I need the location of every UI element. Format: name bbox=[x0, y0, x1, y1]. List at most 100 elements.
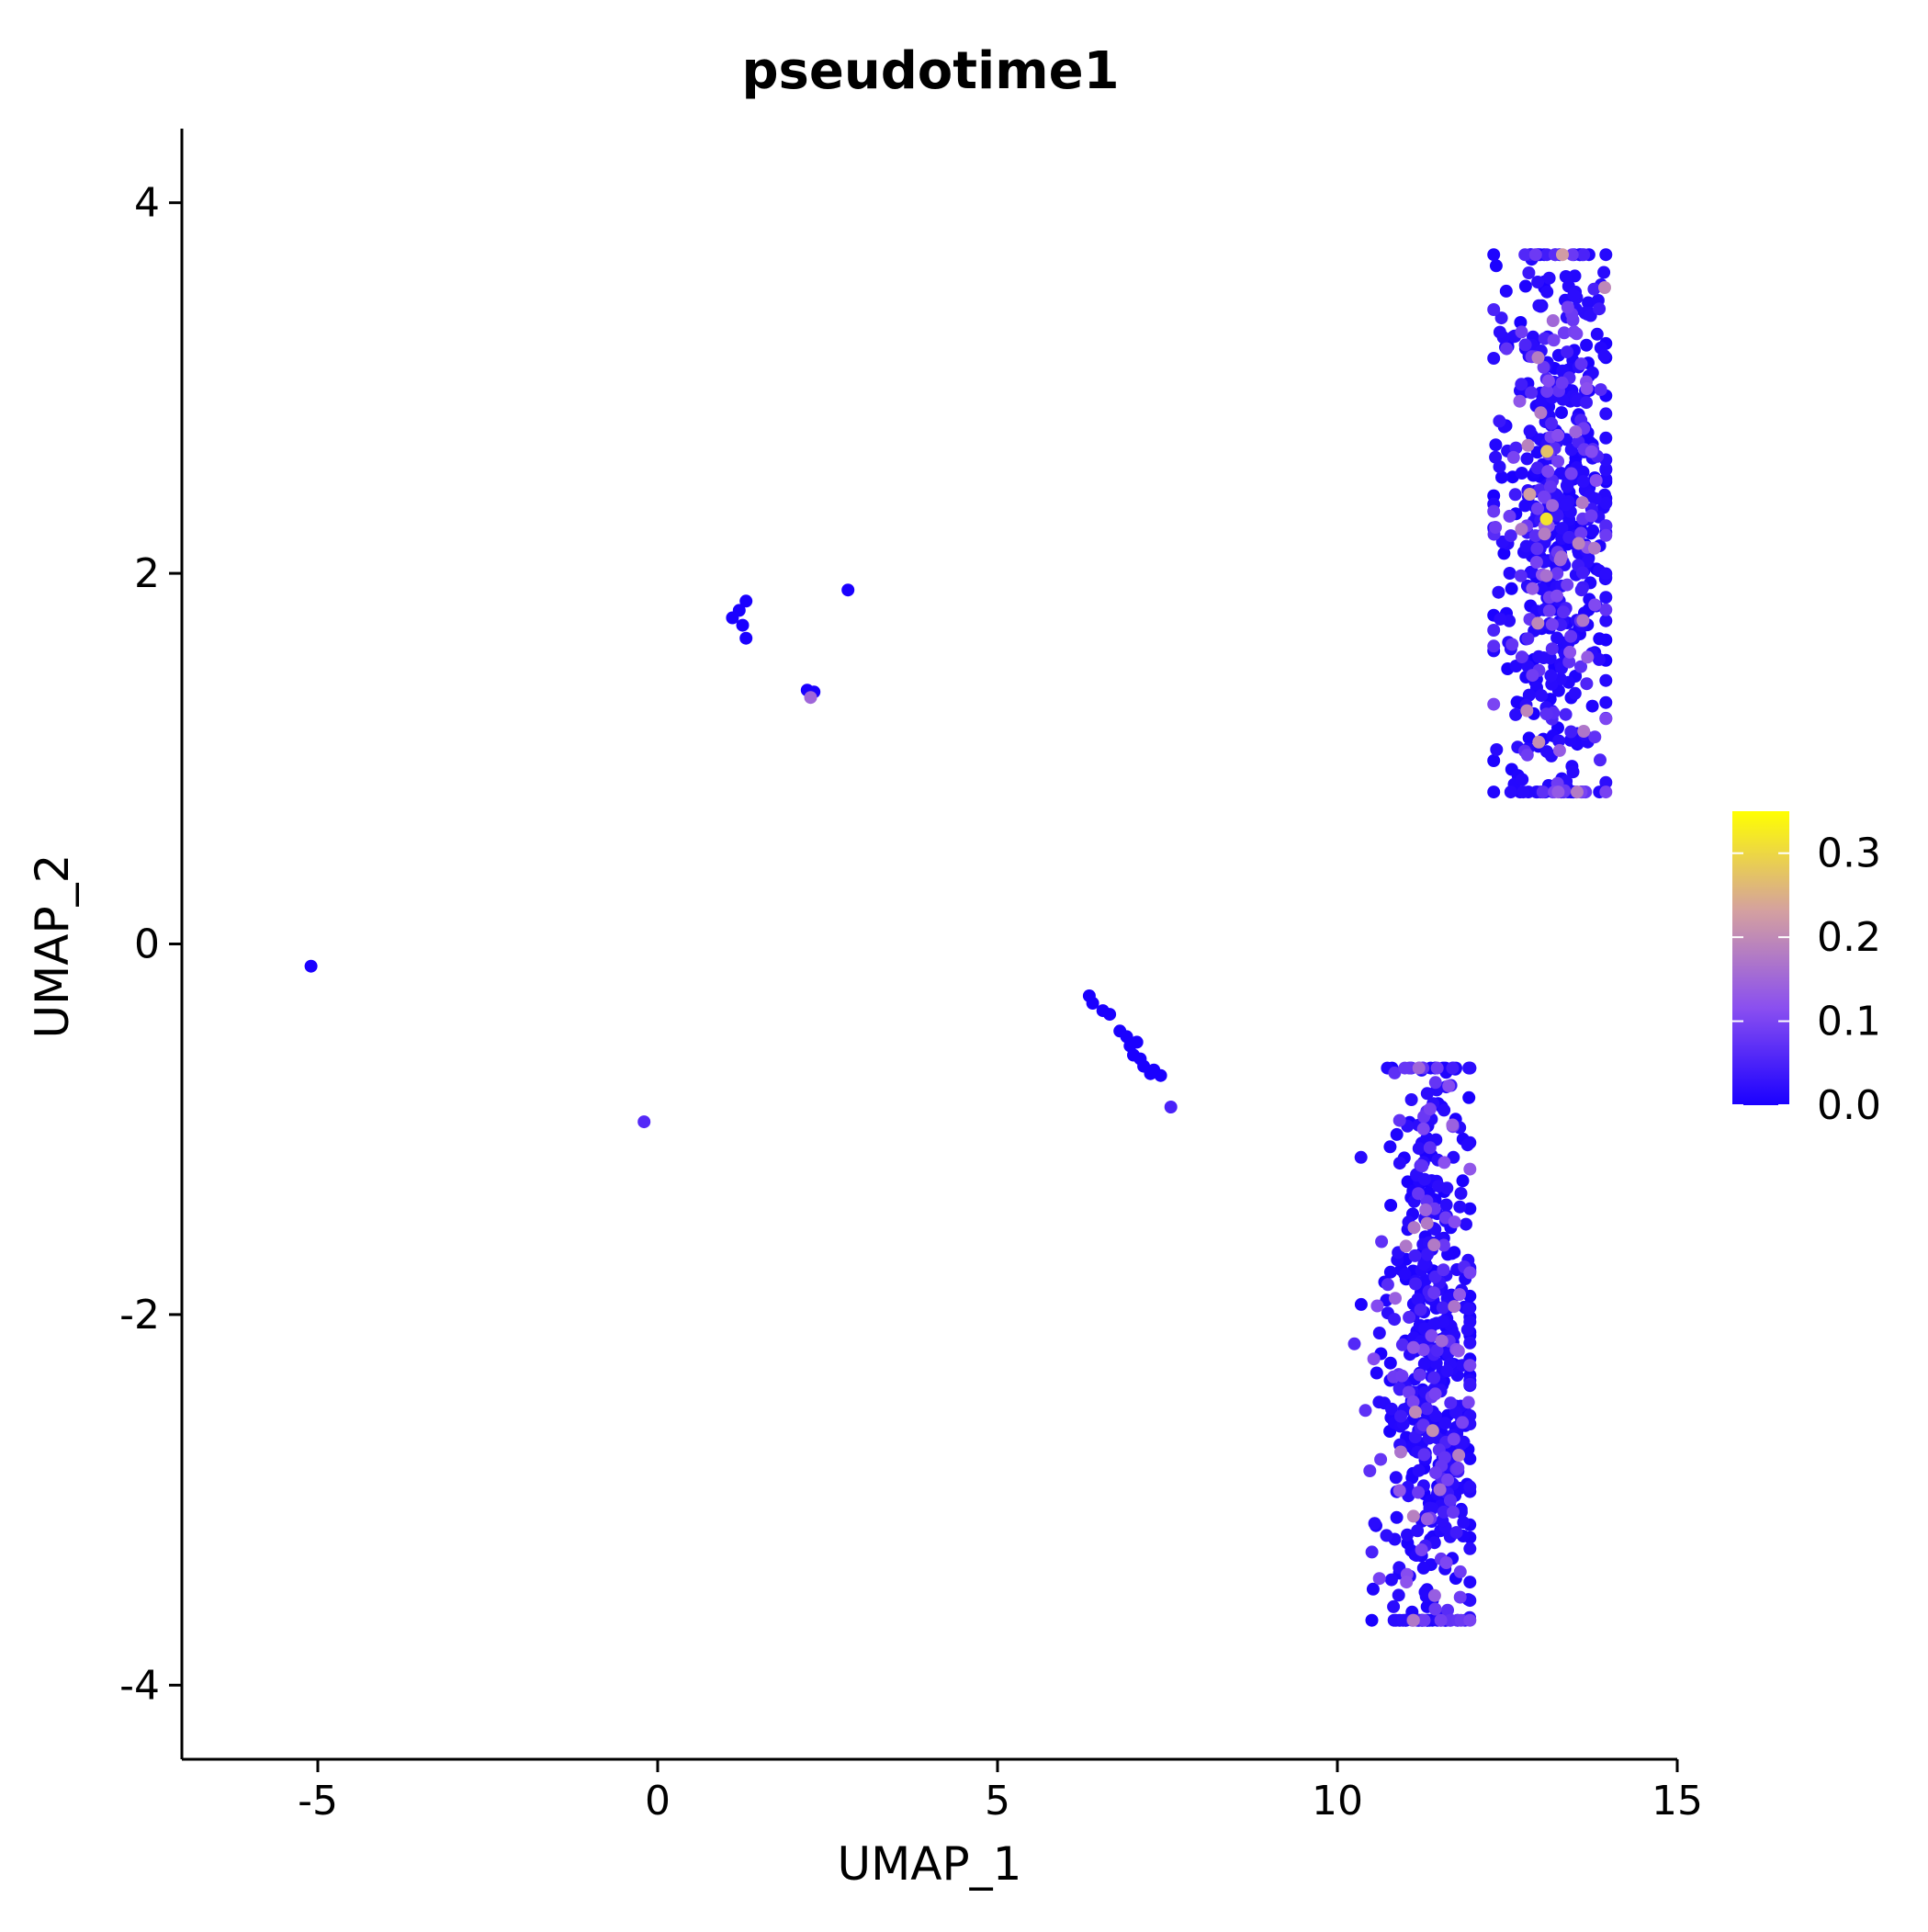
scatter-point bbox=[1370, 1366, 1383, 1380]
scatter-point bbox=[1411, 1293, 1425, 1306]
scatter-point bbox=[736, 618, 750, 632]
scatter-point bbox=[1432, 1180, 1446, 1193]
scatter-point bbox=[1551, 455, 1565, 469]
scatter-point bbox=[1540, 385, 1554, 398]
scatter-point bbox=[1423, 1102, 1437, 1116]
scatter-point bbox=[1383, 1356, 1397, 1370]
scatter-point bbox=[1420, 1087, 1434, 1101]
scatter-point bbox=[1406, 1509, 1420, 1523]
scatter-point bbox=[1438, 1156, 1451, 1169]
scatter-point bbox=[1494, 311, 1508, 325]
scatter-point bbox=[1384, 1573, 1398, 1587]
scatter-point bbox=[1550, 631, 1564, 645]
scatter-point bbox=[1463, 1266, 1477, 1280]
scatter-point bbox=[1429, 1466, 1442, 1480]
scatter-point bbox=[1389, 1292, 1402, 1305]
scatter-point bbox=[1568, 686, 1582, 700]
scatter-point bbox=[1589, 474, 1603, 487]
points-layer bbox=[304, 248, 1613, 1627]
scatter-point bbox=[1463, 1542, 1477, 1555]
scatter-point bbox=[1520, 704, 1534, 717]
scatter-point bbox=[1487, 697, 1501, 711]
scatter-point bbox=[1487, 504, 1501, 518]
scatter-point bbox=[637, 1115, 651, 1129]
y-axis-ticks: -4 -2 0 2 4 bbox=[119, 180, 182, 1709]
scatter-point bbox=[1555, 406, 1568, 420]
scatter-point bbox=[1523, 424, 1537, 438]
colorbar-legend: 0.0 0.1 0.2 0.3 bbox=[1732, 811, 1881, 1129]
scatter-point bbox=[1413, 1368, 1426, 1382]
y-tick-label: 4 bbox=[134, 180, 160, 227]
scatter-point bbox=[1384, 1199, 1398, 1212]
scatter-point bbox=[1430, 1061, 1444, 1075]
scatter-point bbox=[1503, 567, 1516, 580]
scatter-point bbox=[1561, 300, 1574, 314]
scatter-point bbox=[1453, 1565, 1467, 1578]
scatter-point bbox=[1416, 1122, 1430, 1135]
scatter-point bbox=[1453, 1200, 1467, 1214]
scatter-point bbox=[1456, 1174, 1470, 1188]
scatter-point bbox=[1545, 617, 1559, 631]
scatter-point bbox=[1494, 612, 1507, 626]
scatter-point bbox=[1447, 1432, 1460, 1446]
scatter-point bbox=[1495, 470, 1508, 484]
scatter-point bbox=[1586, 524, 1600, 537]
scatter-point bbox=[1463, 1359, 1477, 1373]
scatter-point bbox=[1559, 270, 1573, 283]
scatter-point bbox=[1403, 1310, 1416, 1324]
scatter-point bbox=[1412, 1486, 1426, 1499]
scatter-point bbox=[1599, 591, 1613, 604]
scatter-point bbox=[1518, 338, 1532, 352]
scatter-point bbox=[1584, 309, 1597, 322]
scatter-point bbox=[804, 691, 817, 705]
scatter-point bbox=[1541, 465, 1555, 479]
scatter-point bbox=[1489, 521, 1503, 534]
scatter-point bbox=[1406, 1340, 1420, 1354]
scatter-point bbox=[1522, 266, 1536, 279]
scatter-point bbox=[1489, 259, 1503, 273]
scatter-point bbox=[1392, 1484, 1406, 1497]
scatter-point bbox=[1599, 472, 1613, 486]
scatter-point bbox=[1415, 1543, 1428, 1556]
scatter-point bbox=[1130, 1035, 1144, 1049]
scatter-point bbox=[1390, 1127, 1404, 1141]
scatter-point bbox=[1421, 1248, 1434, 1261]
scatter-point bbox=[1509, 707, 1523, 721]
scatter-point bbox=[1551, 428, 1565, 442]
scatter-point bbox=[1523, 488, 1537, 501]
scatter-point bbox=[1416, 1561, 1430, 1575]
scatter-point bbox=[1414, 1303, 1427, 1316]
scatter-point bbox=[1545, 642, 1559, 656]
scatter-point bbox=[1562, 530, 1576, 544]
scatter-point bbox=[1588, 598, 1602, 612]
scatter-point bbox=[1599, 695, 1613, 709]
scatter-point bbox=[1514, 569, 1528, 582]
scatter-point bbox=[1504, 529, 1517, 543]
scatter-point bbox=[1367, 1352, 1381, 1366]
x-tick-label: 15 bbox=[1652, 1778, 1703, 1825]
scatter-point bbox=[1599, 603, 1613, 616]
scatter-point bbox=[1531, 502, 1544, 515]
scatter-point bbox=[1398, 1268, 1412, 1281]
x-tick-label: 0 bbox=[645, 1778, 671, 1825]
scatter-point bbox=[1597, 266, 1611, 279]
scatter-point bbox=[1557, 605, 1570, 619]
scatter-point bbox=[1406, 1613, 1420, 1627]
scatter-point bbox=[1493, 325, 1506, 339]
colorbar-ticks: 0.0 0.1 0.2 0.3 bbox=[1732, 830, 1881, 1129]
scatter-point bbox=[1528, 248, 1542, 262]
scatter-point bbox=[1526, 565, 1539, 579]
scatter-point bbox=[1400, 1576, 1414, 1589]
scatter-point bbox=[1574, 526, 1588, 540]
scatter-point bbox=[1385, 1402, 1398, 1416]
scatter-point bbox=[1408, 1248, 1422, 1262]
scatter-point bbox=[1531, 351, 1545, 365]
scatter-point bbox=[1396, 1613, 1410, 1627]
scatter-point bbox=[1365, 1613, 1379, 1627]
scatter-point bbox=[1529, 556, 1543, 569]
scatter-point bbox=[1462, 1090, 1476, 1104]
scatter-point bbox=[1415, 1159, 1429, 1173]
scatter-point bbox=[1420, 1512, 1434, 1526]
scatter-point bbox=[1437, 1238, 1450, 1252]
scatter-point bbox=[1538, 490, 1550, 503]
